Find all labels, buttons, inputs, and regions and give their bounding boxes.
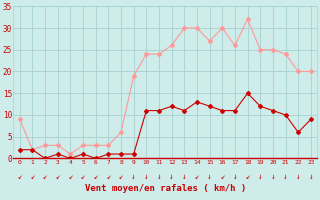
Text: ↓: ↓ [169, 172, 174, 181]
Text: ↓: ↓ [132, 172, 136, 181]
Text: ↙: ↙ [55, 172, 60, 181]
Text: ↙: ↙ [119, 172, 123, 181]
Text: ↙: ↙ [220, 172, 225, 181]
Text: ↙: ↙ [195, 172, 199, 181]
Text: ↓: ↓ [207, 172, 212, 181]
Text: ↙: ↙ [81, 172, 85, 181]
Text: ↓: ↓ [296, 172, 300, 181]
Text: ↙: ↙ [43, 172, 47, 181]
Text: ↓: ↓ [271, 172, 275, 181]
Text: ↙: ↙ [93, 172, 98, 181]
Text: ↓: ↓ [182, 172, 187, 181]
Text: ↙: ↙ [17, 172, 22, 181]
Text: ↓: ↓ [157, 172, 161, 181]
Text: ↙: ↙ [30, 172, 35, 181]
Text: ↙: ↙ [106, 172, 111, 181]
Text: ↓: ↓ [308, 172, 313, 181]
Text: ↓: ↓ [283, 172, 288, 181]
Text: ↓: ↓ [258, 172, 263, 181]
Text: ↓: ↓ [144, 172, 149, 181]
Text: ↙: ↙ [245, 172, 250, 181]
Text: ↙: ↙ [68, 172, 73, 181]
X-axis label: Vent moyen/en rafales ( km/h ): Vent moyen/en rafales ( km/h ) [85, 184, 246, 193]
Text: ↓: ↓ [233, 172, 237, 181]
